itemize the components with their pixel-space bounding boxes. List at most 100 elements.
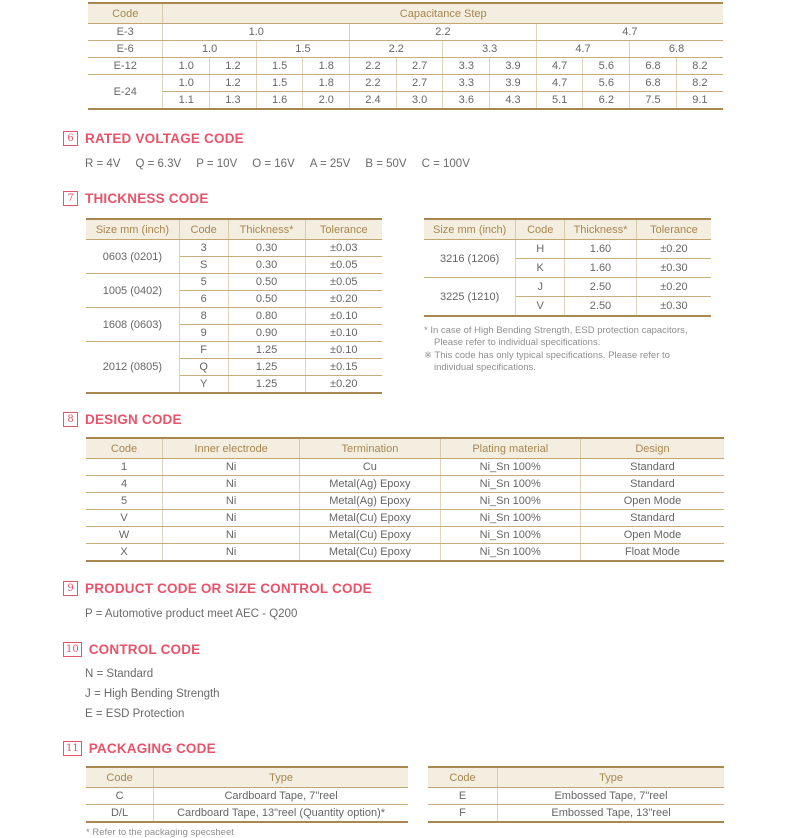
table-cell: F — [178, 341, 229, 359]
packaging-table-embossed: Code Type E Embossed Tape, 7"reel F Embossed … — [427, 766, 725, 823]
table-cell: Metal(Cu) Epoxy — [299, 543, 441, 562]
table-cell: 6.8 — [629, 40, 724, 58]
table-cell: Embossed Tape, 7"reel — [497, 787, 725, 805]
table-cell: 2.0 — [302, 91, 351, 110]
section-number-badge: 8 — [63, 412, 78, 427]
table-cell: Ni — [162, 475, 301, 493]
table-cell: Cardboard Tape, 13"reel (Quantity option… — [153, 804, 409, 823]
table-cell: E-12 — [87, 57, 164, 75]
table-row: E Embossed Tape, 7"reel — [427, 787, 725, 805]
table-cell: 5 — [178, 273, 229, 291]
table-cell: 3.9 — [489, 74, 537, 92]
table-cell: 1005 (0402) — [85, 273, 180, 308]
list-item: C = 100V — [421, 158, 470, 170]
table-cell: Standard — [579, 458, 725, 476]
list-item: E = ESD Protection — [85, 708, 185, 720]
table-cell: 1.5 — [255, 57, 304, 75]
table-cell: 4.7 — [535, 40, 631, 58]
table-cell: 6.8 — [629, 74, 677, 92]
table-cell: 2.7 — [395, 74, 444, 92]
table-cell: 3.3 — [442, 74, 491, 92]
table-cell: 5.6 — [582, 74, 631, 92]
list-item: P = 10V — [196, 158, 238, 170]
table-cell: Metal(Cu) Epoxy — [299, 526, 441, 544]
table-cell: Ni — [162, 492, 301, 510]
table-cell: E-24 — [87, 74, 164, 110]
list-item: ※ This code has only typical specificati… — [424, 350, 670, 373]
list-item: O = 16V — [252, 158, 295, 170]
section-packaging-code: 11 PACKAGING CODE Code Type C Cardboard Tap… — [63, 740, 788, 838]
table-cell: Float Mode — [579, 543, 725, 562]
table-cell: Ni_Sn 100% — [439, 458, 581, 476]
table-cell: 1.5 — [255, 74, 304, 92]
table-cell: ±0.20 — [635, 239, 712, 259]
table-row: 1608 (0603) 8 0.80 ±0.10 — [85, 307, 383, 342]
table-row: K 1.60 ±0.30 — [424, 258, 712, 278]
table-cell: 1.25 — [227, 358, 306, 376]
table-cell: E-6 — [87, 40, 164, 58]
table-cell: ±0.30 — [635, 296, 712, 317]
table-row: C Cardboard Tape, 7"reel — [85, 787, 409, 805]
table-cell: 6.8 — [629, 57, 677, 75]
table-cell: 0.90 — [227, 324, 306, 342]
table-cell: 6 — [178, 290, 229, 308]
header-row: Size mm (inch) Code Thickness* Tolerance — [85, 219, 383, 240]
table-row: 3216 (1206) H 1.60 ±0.20 — [423, 239, 712, 278]
header-row: Code Capacitance Step — [87, 3, 724, 24]
column-header: Code — [85, 438, 164, 459]
table-cell: Metal(Ag) Epoxy — [299, 492, 441, 510]
table-cell: ±0.10 — [304, 341, 383, 359]
table-cell: 0.50 — [227, 273, 306, 291]
table-cell: Metal(Cu) Epoxy — [299, 509, 441, 527]
table-cell: ±0.10 — [304, 324, 383, 342]
table-cell: 1.0 — [162, 23, 351, 41]
table-row: E-12 1.0 1.2 1.5 1.8 2.2 2.7 3.3 3.9 4.7 5.6 6.8 8.2 — [87, 57, 724, 75]
table-cell: 1.60 — [564, 258, 637, 278]
table-cell: 8 — [178, 307, 229, 325]
table-cell: E — [427, 787, 499, 805]
table-cell: 0.30 — [227, 256, 306, 274]
section-heading: 11 PACKAGING CODE — [63, 740, 788, 757]
table-cell: 4 — [85, 475, 164, 493]
table-row: 4 Ni Metal(Ag) Epoxy Ni_Sn 100% Standard — [85, 475, 725, 493]
table-cell: ±0.05 — [304, 273, 383, 291]
column-header: Code — [87, 3, 164, 24]
table-cell: Ni_Sn 100% — [439, 492, 581, 510]
column-header: Tolerance — [304, 219, 383, 240]
table-cell: Open Mode — [579, 526, 725, 544]
table-cell: ±0.03 — [304, 239, 383, 257]
table-cell: 3.3 — [442, 40, 537, 58]
table-row: F Embossed Tape, 13"reel — [427, 804, 725, 823]
table-cell: Ni — [162, 458, 301, 476]
table-row: V 2.50 ±0.30 — [424, 296, 712, 317]
list-item: B = 50V — [365, 158, 407, 170]
column-header: Tolerance — [635, 219, 712, 240]
column-header: Plating material — [439, 438, 581, 459]
table-cell: Ni — [162, 526, 301, 544]
section-title: DESIGN CODE — [85, 412, 182, 427]
section-number-badge: 9 — [63, 581, 78, 596]
table-cell: 2.7 — [395, 57, 444, 75]
table-cell: 5.1 — [535, 91, 584, 110]
table-cell: 3.3 — [442, 57, 491, 75]
table-cell: 3216 (1206) — [423, 239, 517, 278]
packaging-table-cardboard: Code Type C Cardboard Tape, 7"reel D/L Cardbo… — [85, 766, 409, 823]
section-number-badge: 10 — [63, 642, 82, 657]
table-cell: X — [85, 543, 164, 562]
table-cell: 2.2 — [349, 23, 537, 41]
column-header: Inner electrode — [162, 438, 301, 459]
table-cell: 1.2 — [209, 74, 257, 92]
column-header: Thickness* — [564, 219, 637, 240]
table-cell: 5 — [85, 492, 164, 510]
table-cell: 7.5 — [629, 91, 677, 110]
table-cell: V — [85, 509, 164, 527]
section-title: PACKAGING CODE — [88, 741, 216, 756]
table-cell: V — [515, 296, 566, 317]
table-row: 2012 (0805) F 1.25 ±0.10 — [85, 341, 383, 394]
table-cell: 9 — [178, 324, 229, 342]
section-design-code: 8 DESIGN CODE Code Inner electrode Termina… — [63, 411, 788, 562]
table-cell: 9.1 — [675, 91, 724, 110]
table-cell: ±0.15 — [304, 358, 383, 376]
table-cell: 4.7 — [535, 57, 584, 75]
table-cell: 1 — [85, 458, 164, 476]
